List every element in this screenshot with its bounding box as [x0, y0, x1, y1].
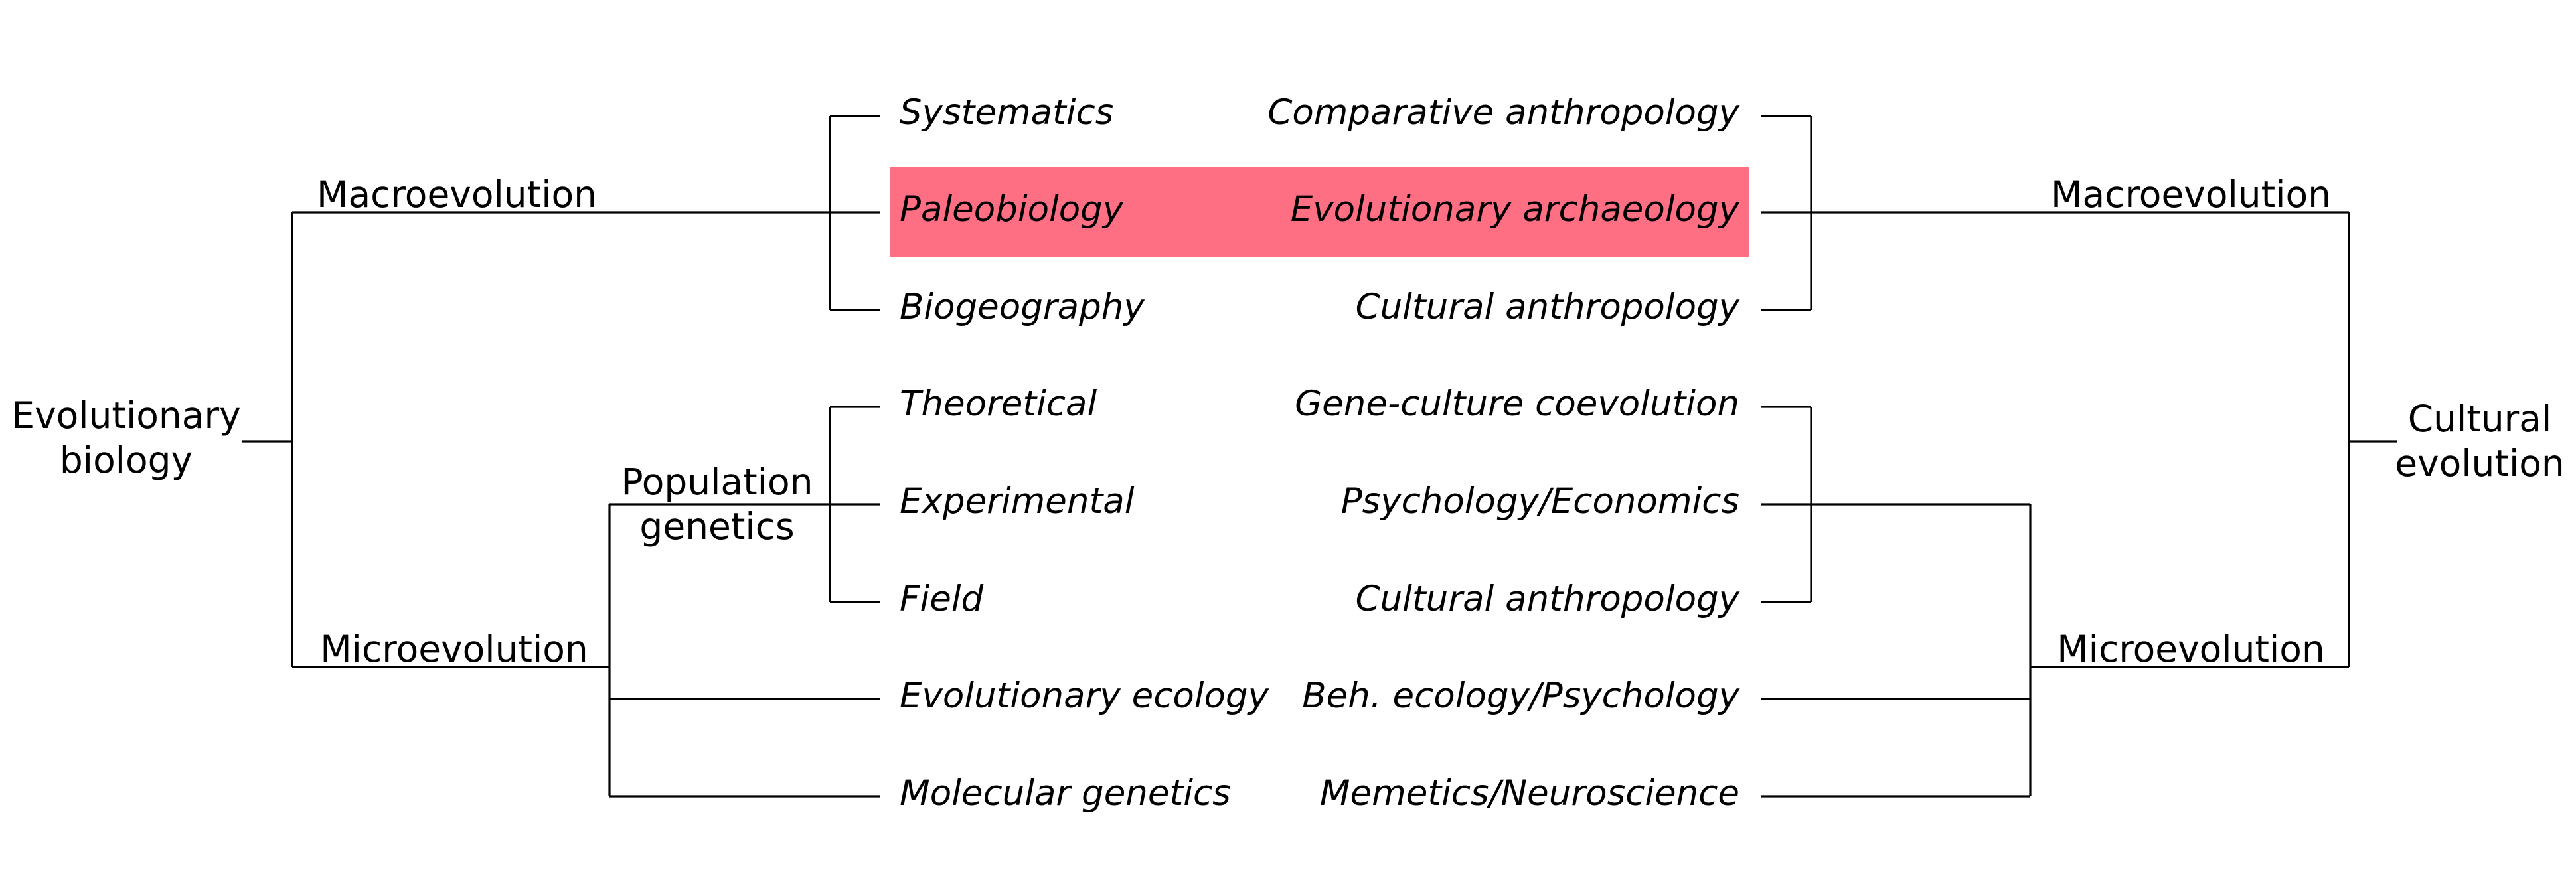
- field-molecular-genetics: Molecular genetics: [900, 773, 1231, 814]
- right-tree-labels: Comparative anthropology Evolutionary ar…: [1267, 92, 2564, 814]
- field-theoretical: Theoretical: [900, 384, 1097, 424]
- left-tree-labels: Evolutionary biology Macroevolution Micr…: [11, 92, 1269, 814]
- field-systematics: Systematics: [900, 92, 1113, 133]
- popgen-label-line1: Population: [621, 461, 813, 503]
- field-psychology-economics: Psychology/Economics: [1341, 481, 1739, 522]
- right-microevolution-label: Microevolution: [2057, 628, 2325, 670]
- right-root-label-line1: Cultural: [2408, 398, 2552, 440]
- field-cultural-anthropology-2: Cultural anthropology: [1356, 579, 1740, 619]
- popgen-label-line2: genetics: [639, 505, 794, 548]
- field-experimental: Experimental: [900, 481, 1135, 522]
- left-root-label-line1: Evolutionary: [11, 394, 240, 437]
- field-cultural-anthropology-1: Cultural anthropology: [1356, 287, 1740, 327]
- field-evolutionary-ecology: Evolutionary ecology: [900, 676, 1269, 716]
- highlight-band: [890, 167, 1749, 257]
- field-field: Field: [900, 579, 984, 619]
- right-macroevolution-label: Macroevolution: [2051, 173, 2331, 216]
- left-macroevolution-label: Macroevolution: [317, 173, 597, 216]
- field-paleobiology: Paleobiology: [900, 189, 1124, 230]
- left-microevolution-label: Microevolution: [320, 628, 588, 670]
- field-biogeography: Biogeography: [900, 287, 1145, 327]
- field-comparative-anthropology: Comparative anthropology: [1267, 92, 1739, 133]
- field-memetics-neuroscience: Memetics/Neuroscience: [1320, 773, 1739, 814]
- field-evolutionary-archaeology: Evolutionary archaeology: [1291, 189, 1740, 230]
- field-gene-culture-coevolution: Gene-culture coevolution: [1295, 384, 1739, 424]
- right-root-label-line2: evolution: [2395, 442, 2565, 484]
- field-beh-ecology-psychology: Beh. ecology/Psychology: [1302, 676, 1739, 716]
- left-tree-connectors: [242, 115, 880, 798]
- left-root-label-line2: biology: [60, 439, 193, 481]
- right-tree-connectors: [1761, 115, 2397, 798]
